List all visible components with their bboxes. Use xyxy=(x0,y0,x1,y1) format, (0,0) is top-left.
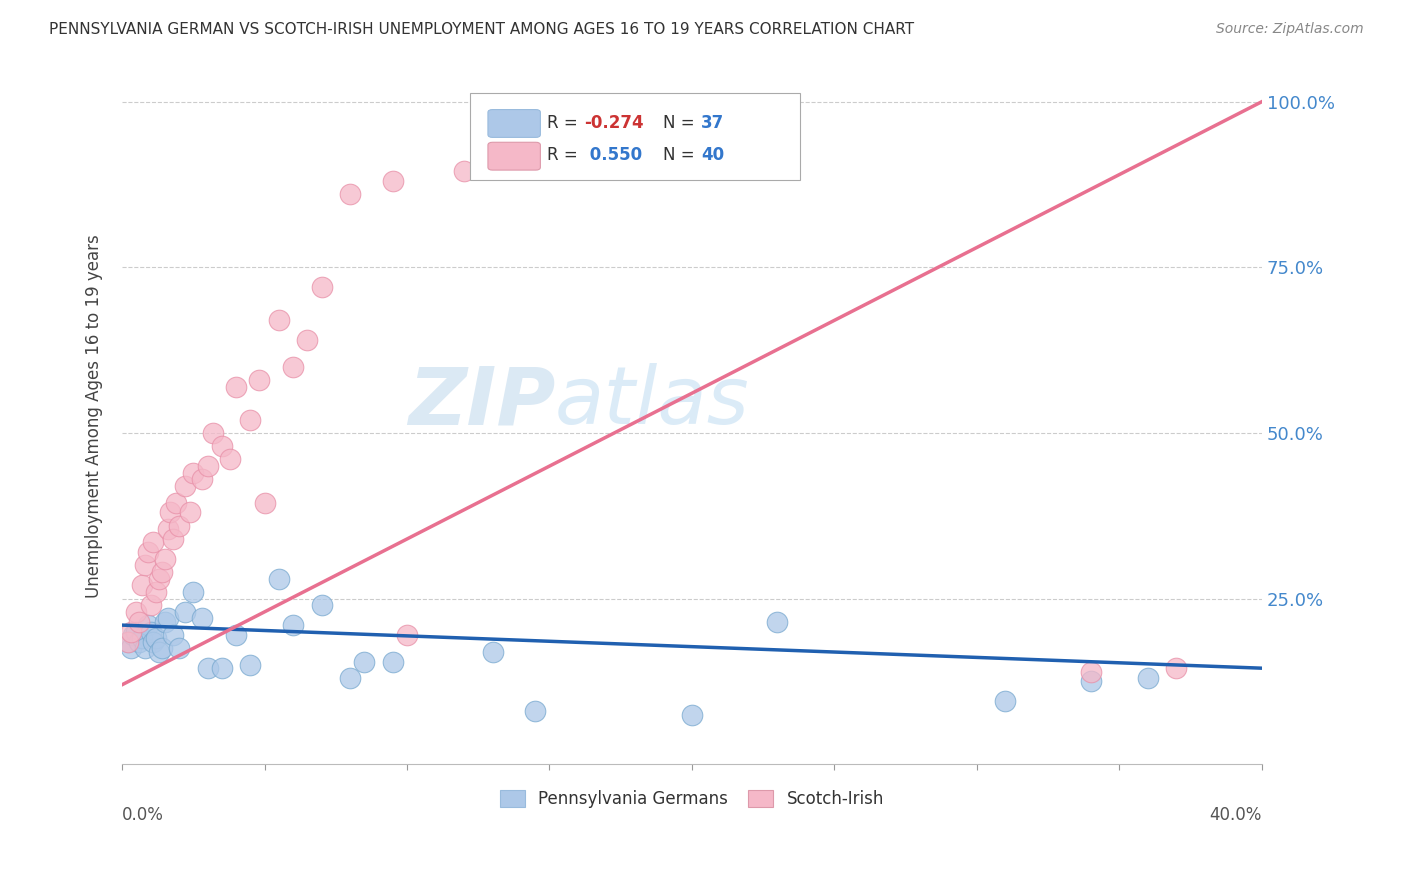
Point xyxy=(381,174,404,188)
Point xyxy=(191,472,214,486)
Point xyxy=(128,615,150,629)
Point xyxy=(297,333,319,347)
Point xyxy=(1080,674,1102,689)
Point xyxy=(142,634,165,648)
Point xyxy=(267,313,290,327)
Point xyxy=(117,634,139,648)
Point xyxy=(165,495,187,509)
Point xyxy=(766,615,789,629)
Text: 0.550: 0.550 xyxy=(583,146,641,164)
Text: N =: N = xyxy=(664,146,700,164)
Point xyxy=(181,466,204,480)
Point xyxy=(197,661,219,675)
Point xyxy=(311,280,333,294)
Point xyxy=(128,634,150,648)
Point xyxy=(339,187,361,202)
Point xyxy=(173,479,195,493)
Point xyxy=(156,611,179,625)
Point xyxy=(173,605,195,619)
Text: 40.0%: 40.0% xyxy=(1209,806,1263,824)
Point xyxy=(197,459,219,474)
Text: PENNSYLVANIA GERMAN VS SCOTCH-IRISH UNEMPLOYMENT AMONG AGES 16 TO 19 YEARS CORRE: PENNSYLVANIA GERMAN VS SCOTCH-IRISH UNEM… xyxy=(49,22,914,37)
Point xyxy=(142,535,165,549)
Point xyxy=(167,518,190,533)
Text: N =: N = xyxy=(664,114,700,132)
Y-axis label: Unemployment Among Ages 16 to 19 years: Unemployment Among Ages 16 to 19 years xyxy=(86,235,103,599)
Text: Source: ZipAtlas.com: Source: ZipAtlas.com xyxy=(1216,22,1364,37)
Point xyxy=(211,661,233,675)
Point xyxy=(281,359,304,374)
Point xyxy=(481,645,503,659)
Point xyxy=(225,379,247,393)
Point xyxy=(353,655,375,669)
Point xyxy=(453,164,475,178)
Point xyxy=(239,657,262,672)
Text: R =: R = xyxy=(547,114,583,132)
Point xyxy=(211,439,233,453)
Point xyxy=(120,624,142,639)
Point xyxy=(145,632,167,646)
Point xyxy=(148,645,170,659)
Point xyxy=(139,624,162,639)
Point xyxy=(162,532,184,546)
Point xyxy=(339,671,361,685)
Point xyxy=(136,545,159,559)
Point xyxy=(191,611,214,625)
Point xyxy=(156,522,179,536)
Legend: Pennsylvania Germans, Scotch-Irish: Pennsylvania Germans, Scotch-Irish xyxy=(494,783,890,815)
Point xyxy=(117,634,139,648)
Point xyxy=(125,624,148,639)
Text: atlas: atlas xyxy=(555,363,749,442)
Point xyxy=(162,628,184,642)
Point xyxy=(131,632,153,646)
Point xyxy=(1080,665,1102,679)
Text: 37: 37 xyxy=(702,114,724,132)
Point xyxy=(311,599,333,613)
Point xyxy=(134,558,156,573)
Point xyxy=(139,599,162,613)
Point xyxy=(381,655,404,669)
Text: 0.0%: 0.0% xyxy=(122,806,165,824)
Point xyxy=(281,618,304,632)
Point xyxy=(253,495,276,509)
FancyBboxPatch shape xyxy=(488,110,540,137)
Point xyxy=(167,641,190,656)
Point xyxy=(524,704,547,718)
Point xyxy=(267,572,290,586)
Point xyxy=(148,572,170,586)
Point xyxy=(225,628,247,642)
Point xyxy=(150,565,173,579)
Text: 40: 40 xyxy=(702,146,724,164)
Point xyxy=(202,425,225,440)
FancyBboxPatch shape xyxy=(470,93,800,180)
Text: R =: R = xyxy=(547,146,583,164)
Point xyxy=(395,628,418,642)
Point xyxy=(181,585,204,599)
Point xyxy=(125,605,148,619)
Point xyxy=(994,694,1017,708)
Point xyxy=(153,615,176,629)
Point xyxy=(681,707,703,722)
Point xyxy=(1136,671,1159,685)
Point xyxy=(122,628,145,642)
Point xyxy=(131,578,153,592)
Point xyxy=(239,413,262,427)
Point xyxy=(150,641,173,656)
Point xyxy=(219,452,242,467)
Point xyxy=(134,641,156,656)
Point xyxy=(247,373,270,387)
Point xyxy=(120,641,142,656)
Point xyxy=(179,506,201,520)
FancyBboxPatch shape xyxy=(488,142,540,170)
Point xyxy=(159,506,181,520)
Point xyxy=(1166,661,1188,675)
Text: -0.274: -0.274 xyxy=(583,114,644,132)
Point xyxy=(153,552,176,566)
Point xyxy=(145,585,167,599)
Point xyxy=(136,618,159,632)
Text: ZIP: ZIP xyxy=(408,363,555,442)
